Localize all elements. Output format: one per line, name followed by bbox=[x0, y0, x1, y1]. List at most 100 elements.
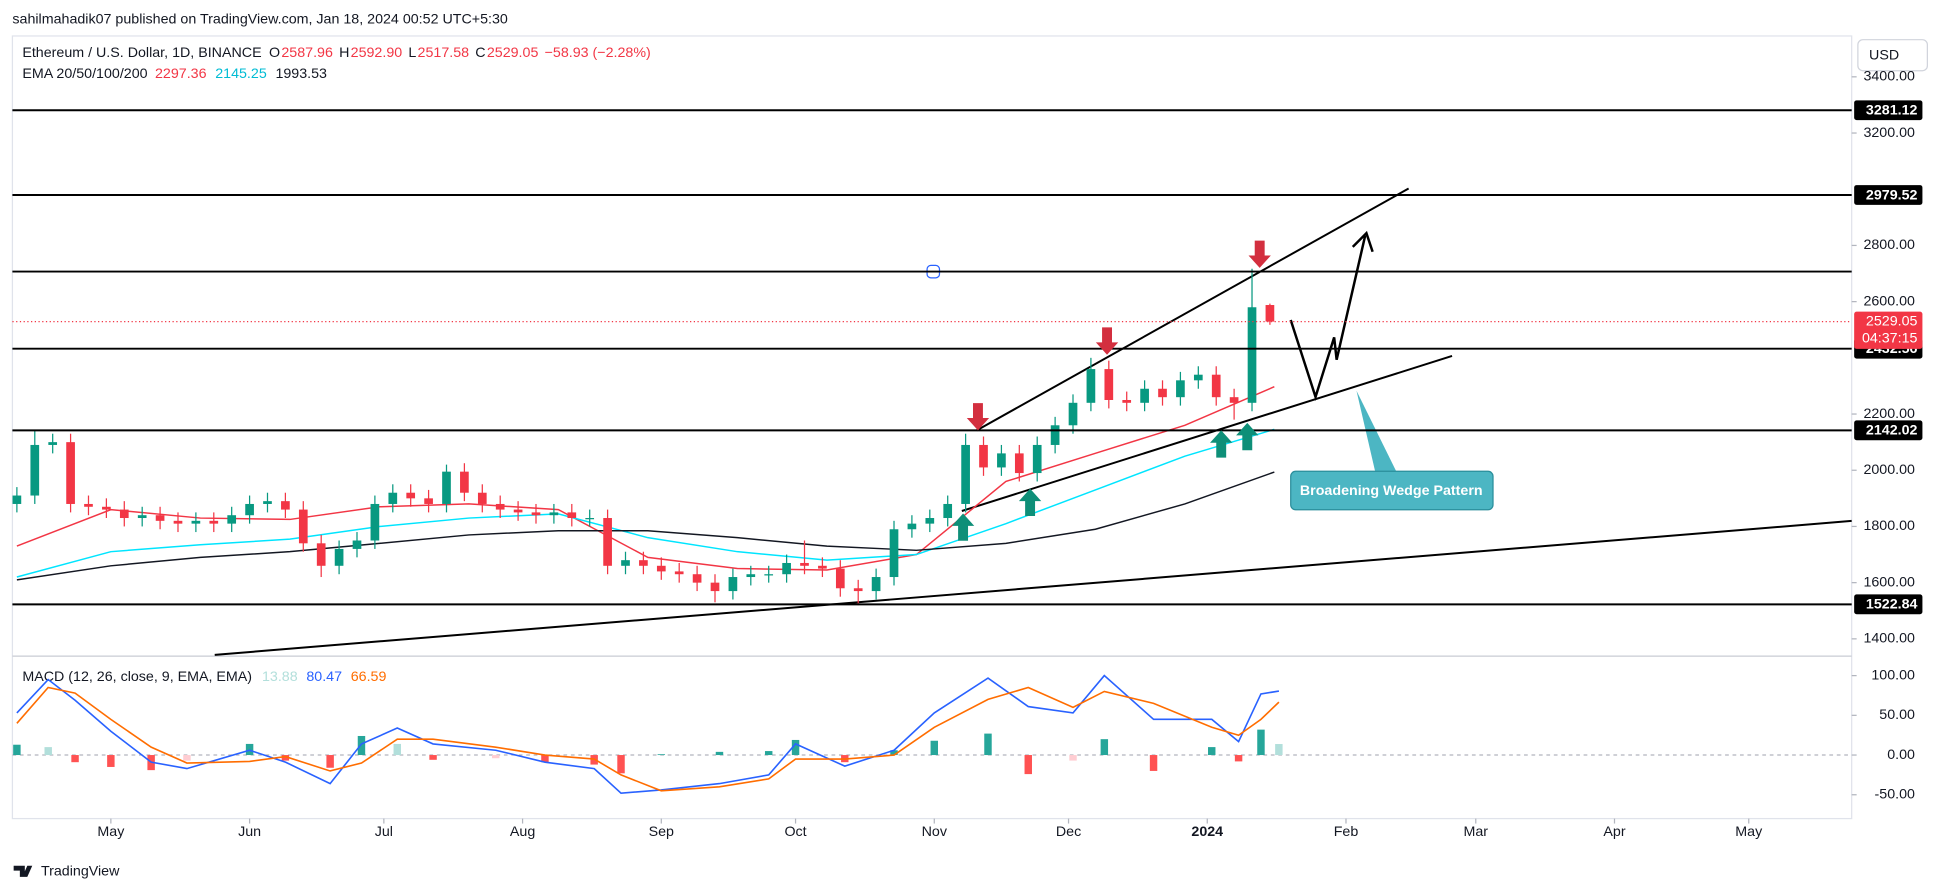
candle-body bbox=[1104, 369, 1114, 400]
support-trend-line bbox=[214, 519, 1852, 656]
candle-body bbox=[191, 520, 201, 524]
candle-body bbox=[710, 582, 720, 592]
x-tick-label: May bbox=[97, 824, 125, 840]
candle-body bbox=[513, 509, 523, 513]
ohlc-value: 2529.05 bbox=[487, 45, 539, 61]
candle-body bbox=[853, 588, 863, 592]
candle-body bbox=[352, 540, 362, 549]
ohlc-letter: O bbox=[269, 45, 280, 61]
candle-body bbox=[603, 518, 612, 566]
candle-body bbox=[1176, 380, 1185, 398]
candle-body bbox=[1086, 369, 1096, 403]
macd-histogram-bar bbox=[1069, 755, 1077, 761]
candle-body bbox=[137, 515, 147, 519]
currency-label: USD bbox=[1869, 48, 1899, 64]
candle-body bbox=[316, 543, 326, 566]
x-tick-label: May bbox=[1735, 824, 1763, 840]
sell-arrow bbox=[966, 403, 990, 431]
candle-body bbox=[531, 512, 541, 516]
candle-body bbox=[728, 577, 738, 592]
level-label: 1522.84 bbox=[1866, 597, 1918, 613]
macd-histogram-bar bbox=[326, 755, 334, 768]
currency-button[interactable] bbox=[1857, 39, 1929, 72]
macd-histogram-bar bbox=[71, 755, 79, 763]
x-tick-label: 2024 bbox=[1191, 824, 1223, 840]
macd-histogram-bar bbox=[1100, 739, 1109, 756]
macd-line bbox=[16, 686, 1280, 792]
candle-body bbox=[692, 574, 702, 583]
macd-histogram-bar bbox=[617, 755, 625, 774]
ohlc-value: 2517.58 bbox=[418, 45, 470, 61]
macd-histogram-bar bbox=[984, 733, 992, 756]
level-label-box bbox=[1854, 420, 1923, 441]
x-tick-label: Aug bbox=[510, 824, 535, 840]
candle-body bbox=[477, 492, 487, 504]
y-tick-label: 50.00 bbox=[1879, 707, 1915, 723]
projection-arrowhead bbox=[1351, 230, 1374, 253]
last-price-label: 2529.05 bbox=[1866, 313, 1918, 329]
x-tick-label: Oct bbox=[784, 824, 806, 840]
macd-hist-value: 13.88 bbox=[262, 669, 298, 685]
x-tick-label: Feb bbox=[1334, 824, 1359, 840]
level-label: 2142.02 bbox=[1866, 423, 1918, 439]
macd-histogram-bar bbox=[541, 755, 549, 763]
ohlc-value: 2587.96 bbox=[281, 45, 333, 61]
candle-body bbox=[943, 503, 953, 519]
candle-body bbox=[155, 515, 165, 521]
macd-histogram-bar bbox=[107, 755, 115, 767]
candle-body bbox=[245, 503, 254, 516]
level-label-box bbox=[1854, 594, 1923, 615]
plot-frame bbox=[11, 35, 1853, 820]
macd-histogram-bar bbox=[657, 754, 666, 756]
candle-body bbox=[1158, 388, 1167, 398]
candle-body bbox=[961, 444, 970, 504]
level-label-box bbox=[1854, 100, 1923, 121]
candle-body bbox=[119, 509, 129, 519]
macd-histogram-bar bbox=[764, 751, 773, 756]
candle-body bbox=[621, 560, 630, 566]
candle-body bbox=[48, 442, 58, 445]
candle-body bbox=[818, 565, 827, 569]
candle-body bbox=[1014, 453, 1024, 474]
candle-body bbox=[1211, 374, 1221, 398]
footer-text: TradingView bbox=[41, 864, 120, 880]
macd-histogram-bar bbox=[183, 755, 191, 761]
macd-histogram-bar bbox=[491, 755, 500, 759]
candle-body bbox=[1247, 307, 1257, 403]
candle-body bbox=[424, 498, 433, 504]
macd-histogram-bar bbox=[1275, 744, 1283, 756]
buy-arrow bbox=[1018, 488, 1042, 516]
candle-body bbox=[549, 512, 559, 516]
sell-arrow bbox=[1095, 327, 1119, 355]
candle-body bbox=[746, 574, 756, 578]
candle-body bbox=[871, 577, 881, 592]
candle-body bbox=[263, 501, 272, 504]
candle-body bbox=[639, 560, 648, 566]
candle-body bbox=[227, 515, 237, 524]
candle-body bbox=[567, 512, 577, 519]
ema-line bbox=[16, 471, 1275, 581]
macd-histogram-bar bbox=[715, 751, 724, 756]
level-label-box bbox=[1854, 185, 1923, 205]
candle-body bbox=[1050, 425, 1060, 445]
macd-histogram-bar bbox=[791, 739, 800, 756]
macd-histogram-bar bbox=[357, 735, 366, 756]
macd-histogram-bar bbox=[393, 743, 401, 756]
indicator-value: 2297.36 bbox=[155, 66, 207, 82]
x-tick-label: Nov bbox=[922, 824, 948, 840]
candle-body bbox=[925, 518, 935, 524]
ohlc-letter: C bbox=[475, 45, 485, 61]
y-tick-label: -50.00 bbox=[1875, 787, 1915, 803]
buy-arrow bbox=[1210, 430, 1233, 458]
macd-histogram-bar bbox=[890, 750, 898, 756]
candle-body bbox=[1193, 374, 1203, 381]
candle-body bbox=[281, 501, 290, 510]
candle-body bbox=[1265, 305, 1275, 322]
x-tick-label: Apr bbox=[1603, 824, 1625, 840]
macd-histogram-bar bbox=[930, 740, 939, 756]
candle-body bbox=[585, 518, 595, 520]
ema-line bbox=[16, 428, 1275, 578]
